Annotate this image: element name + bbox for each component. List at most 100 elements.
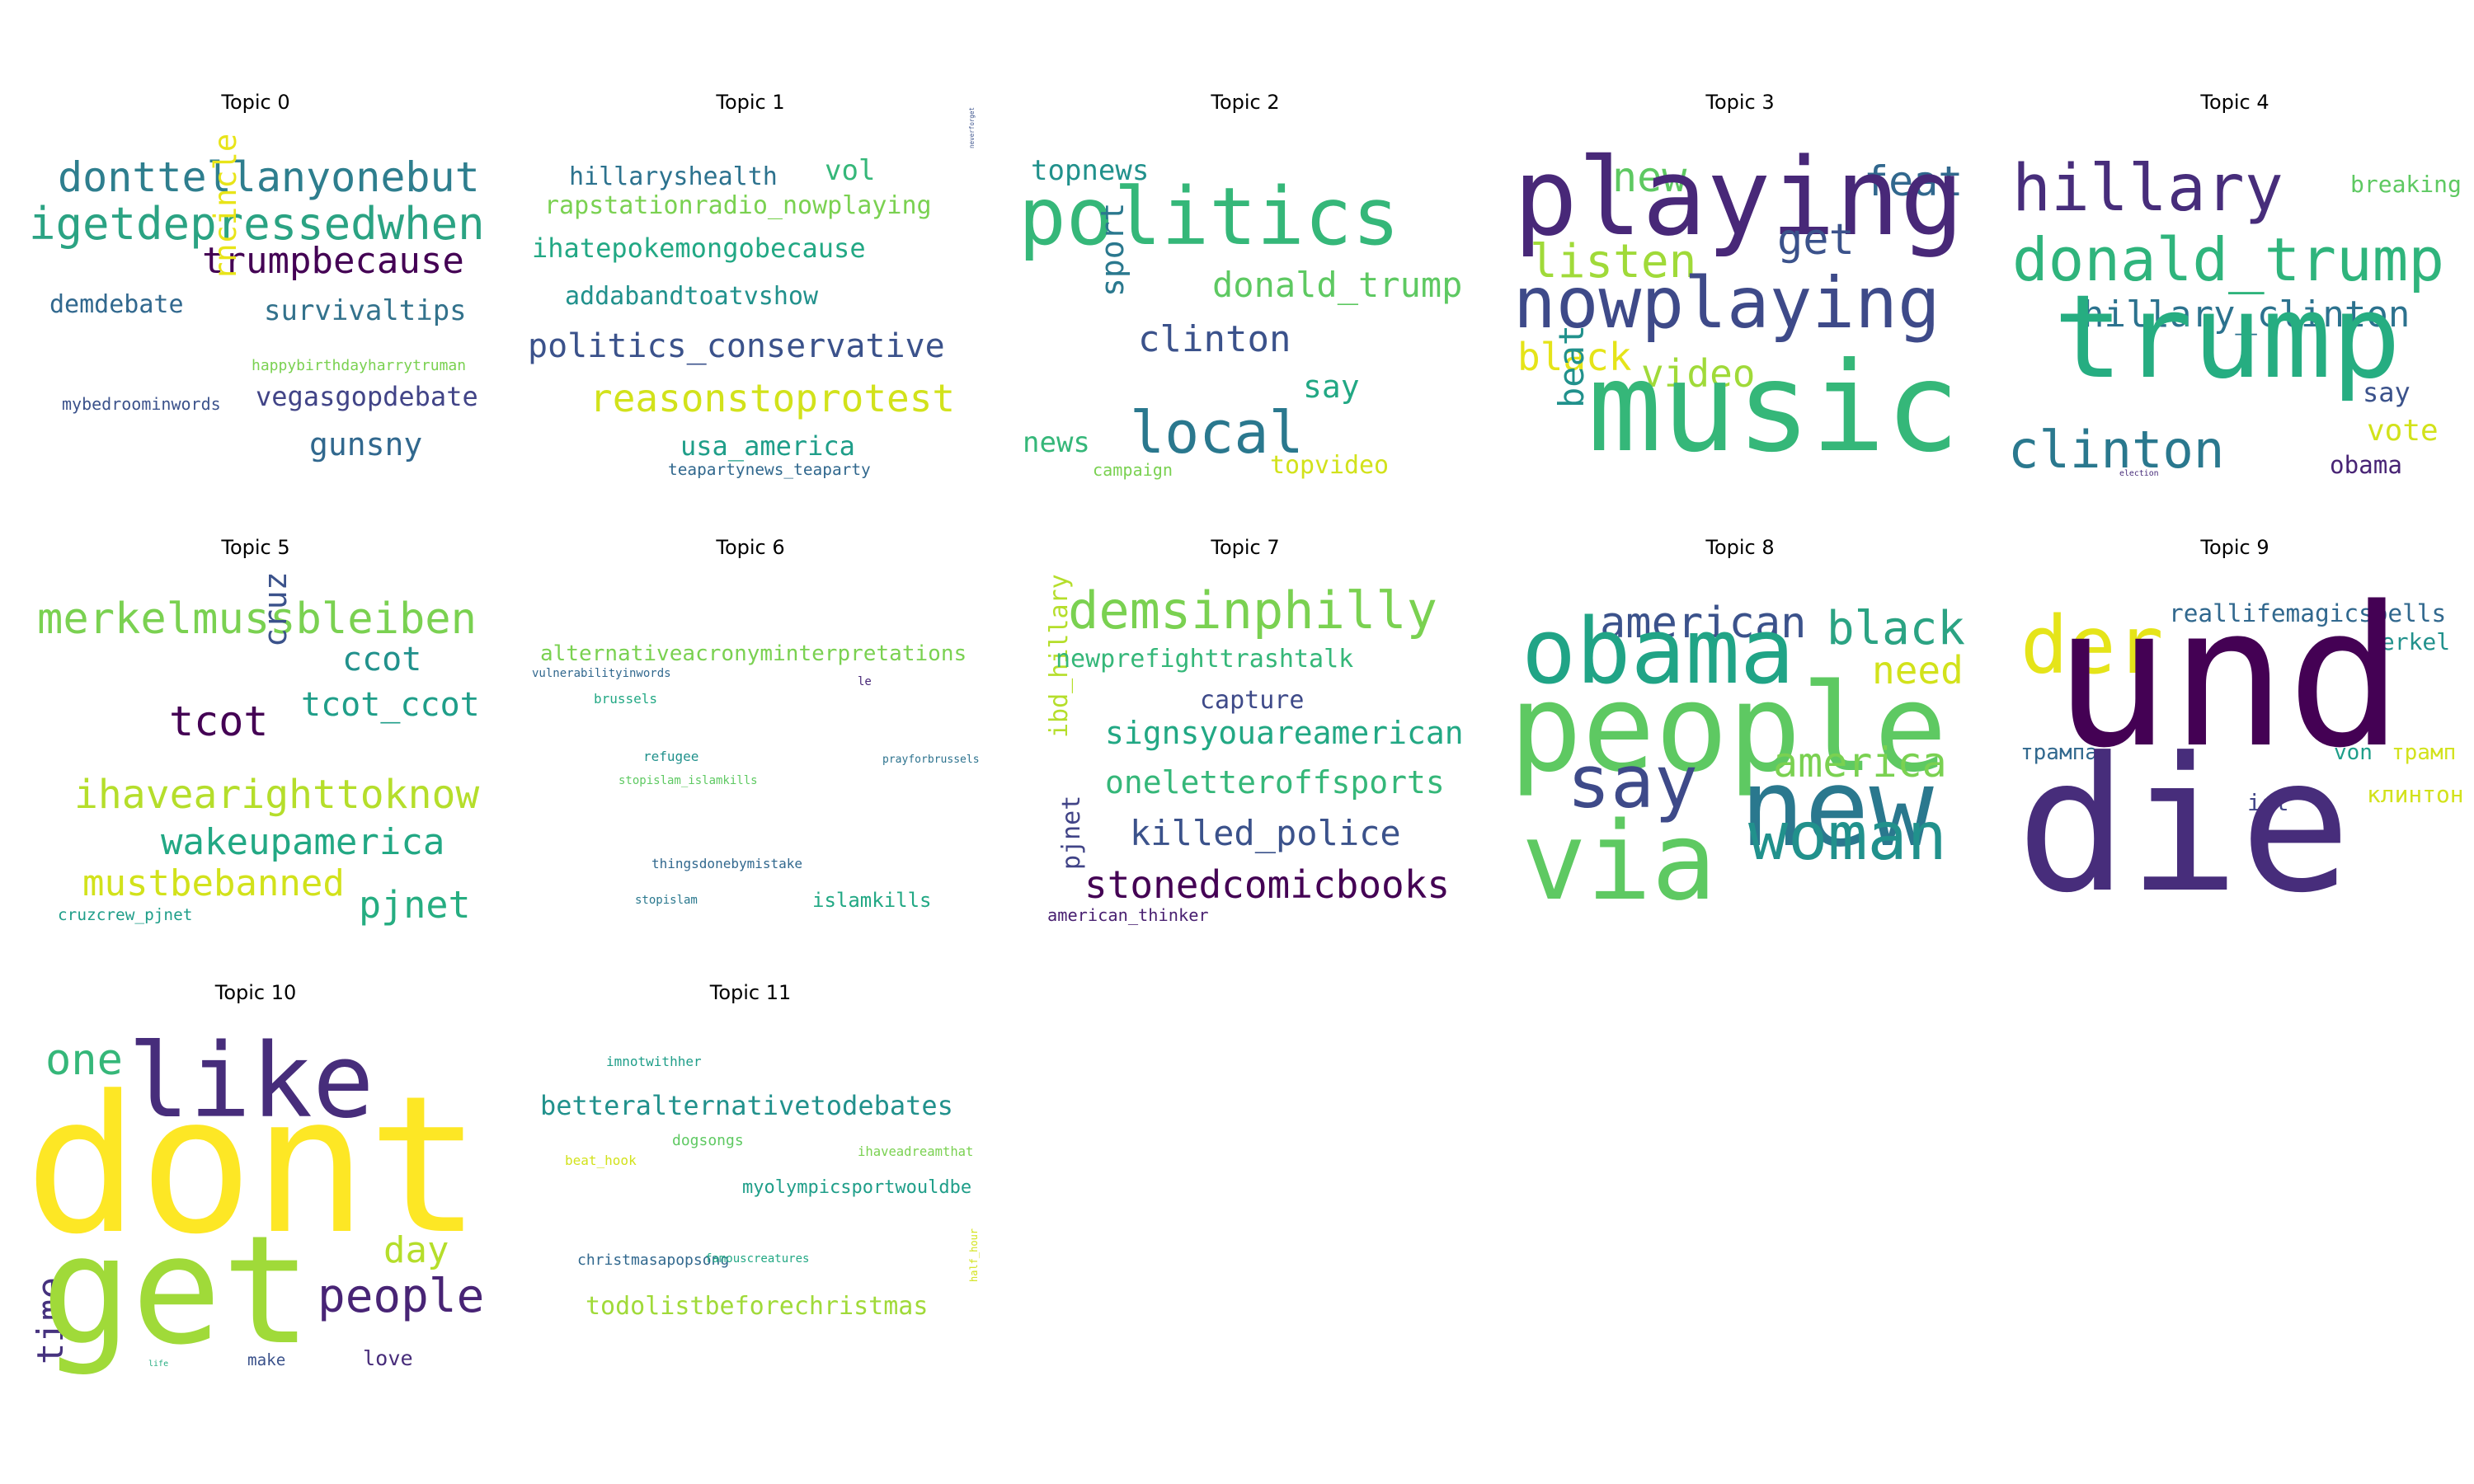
cloud-word: black [1827, 602, 1965, 655]
cloud-word: hillary_clinton [2082, 294, 2411, 336]
topic-title: Topic 11 [709, 981, 792, 1004]
cloud-word: клинтон [2367, 781, 2464, 808]
cloud-word: ccot [342, 641, 422, 679]
cloud-word: american_thinker [1047, 905, 1209, 925]
cloud-word: myolympicsportwouldbe [742, 1177, 972, 1198]
cloud-word: signsyouareamerican [1105, 715, 1464, 751]
cloud-word: thingsdonebymistake [651, 856, 803, 871]
word-cloud: alternativeacronyminterpretations vulnera… [520, 569, 981, 923]
cloud-word: teapartynews_teaparty [668, 460, 871, 479]
cloud-word: hillary [2012, 152, 2284, 226]
cloud-word: half_hour [968, 1228, 980, 1282]
cloud-word: trump [2053, 270, 2401, 405]
cloud-word: cruz [257, 571, 294, 647]
cloud-word: playing [1513, 135, 1964, 260]
cloud-word: die [2016, 718, 2352, 934]
cloud-word: von [2334, 740, 2373, 765]
cloud-word: todolistbeforechristmas [586, 1292, 929, 1321]
topic-title: Topic 2 [1211, 91, 1280, 114]
cloud-word: reallifemagicspells [2169, 599, 2447, 627]
word-cloud: imnotwithher betteralternativetodebates do… [520, 1014, 981, 1369]
cloud-word: stopislam_islamkills [618, 774, 758, 787]
cloud-word: sport [1094, 202, 1131, 297]
cloud-word: brussels [594, 691, 658, 707]
cloud-word: stopislam [635, 894, 698, 907]
cloud-word: feat [1864, 157, 1964, 205]
cloud-word: beat [1551, 324, 1592, 408]
cloud-word: clinton [1138, 318, 1291, 360]
cloud-word: tcot_ccot [301, 686, 480, 724]
cloud-word: imnotwithher [606, 1054, 702, 1069]
topic-4-panel: Topic 4 hillary breaking donald_trump hillar… [2004, 91, 2466, 478]
word-cloud: hillaryshealth vol rapstationradio_nowplay… [520, 107, 981, 479]
word-cloud: one like dont day time get people life make love [25, 1014, 487, 1369]
cloud-word: one [45, 1036, 123, 1085]
cloud-word: igetdepressedwhen [29, 198, 485, 250]
word-cloud: new feat playing listen get nowplaying black vi… [1509, 124, 1971, 478]
topic-title: Topic 0 [221, 91, 290, 114]
word-cloud: hillary breaking donald_trump hillary_clint… [2004, 124, 2466, 478]
cloud-word: survivaltips [264, 294, 467, 327]
cloud-word: topnews [1031, 154, 1150, 187]
topic-7-panel: Topic 7 demsinphilly ibd_hillary newprefigh… [1014, 536, 1476, 923]
topic-title: Topic 4 [2200, 91, 2269, 114]
cloud-word: love [363, 1346, 413, 1370]
cloud-word: dogsongs [672, 1132, 744, 1149]
cloud-word: der [2020, 599, 2164, 692]
cloud-word: und [2053, 566, 2404, 791]
cloud-word: ihaveadreamthat [858, 1144, 974, 1159]
cloud-word: stonedcomicbooks [1084, 862, 1451, 907]
cloud-word: vol [825, 154, 876, 187]
word-cloud: der reallifemagicspells merkel und трампа von… [2004, 569, 2466, 923]
cloud-word: politics_conservative [528, 327, 945, 365]
cloud-word: rncincle [208, 133, 243, 280]
cloud-word: clinton [2008, 420, 2225, 480]
cloud-word: islamkills [812, 889, 932, 912]
topic-5-panel: Topic 5 merkelmussbleiben ccot cruz tcot_cco… [25, 536, 487, 923]
cloud-word: christmasapopsong [577, 1252, 730, 1269]
cloud-word: america [1773, 739, 1947, 787]
cloud-word: donald_trump [2012, 226, 2445, 295]
cloud-word: listen [1530, 235, 1697, 289]
topic-10-panel: Topic 10 one like dont day time get people life m… [25, 981, 487, 1369]
cloud-word: happybirthdayharrytruman [252, 357, 467, 374]
cloud-word: nowplaying [1513, 262, 1940, 345]
cloud-word: music [1587, 336, 1960, 480]
cloud-word: trumpbecause [202, 240, 464, 282]
cloud-word: local [1130, 399, 1304, 467]
cloud-word: pjnet [359, 883, 471, 927]
cloud-word: demsinphilly [1068, 580, 1437, 641]
cloud-word: pjnet [1057, 795, 1086, 870]
cloud-word: dont [25, 1056, 482, 1276]
cloud-word: hillaryshealth [569, 162, 778, 191]
cloud-word: politics [1018, 171, 1400, 263]
cloud-word: donald_trump [1212, 265, 1463, 305]
cloud-word: beat_hook [565, 1153, 637, 1168]
topic-2-panel: Topic 2 topnews politics donald_trump sport c… [1014, 91, 1476, 478]
topic-0-panel: Topic 0 donttellanyonebut igetdepressedwhe… [25, 91, 487, 478]
cloud-word: say [1303, 369, 1360, 405]
cloud-word: obama [1522, 599, 1795, 704]
cloud-word: newprefighttrashtalk [1056, 645, 1354, 674]
word-cloud: demsinphilly ibd_hillary newprefighttrasht… [1014, 569, 1476, 923]
word-cloud: american black obama need people say america ne… [1509, 569, 1971, 923]
cloud-word: mustbebanned [82, 862, 345, 904]
cloud-word: breaking [2350, 171, 2462, 198]
word-cloud: donttellanyonebut igetdepressedwhen trumpb… [25, 124, 487, 478]
cloud-word: трампа [2020, 740, 2098, 765]
topic-title: Topic 5 [221, 536, 290, 559]
cloud-word: say [2363, 377, 2411, 408]
cloud-word: wakeupamerica [161, 821, 445, 863]
topic-9-panel: Topic 9 der reallifemagicspells merkel und тр… [2004, 536, 2466, 923]
cloud-word: get [41, 1203, 313, 1378]
cloud-word: topvideo [1270, 451, 1390, 480]
cloud-word: election [2119, 469, 2159, 478]
topic-3-panel: Topic 3 new feat playing listen get nowplaying… [1509, 91, 1971, 478]
cloud-word: like [128, 1022, 374, 1141]
cloud-word: life [148, 1360, 169, 1369]
topic-1-panel: Topic 1 hillaryshealth vol rapstationradio_… [520, 91, 981, 478]
cloud-word: merkelmussbleiben [37, 594, 477, 644]
topic-title: Topic 10 [214, 981, 297, 1004]
cloud-word: betteralternativetodebates [540, 1090, 953, 1121]
cloud-word: ist [2247, 789, 2289, 816]
